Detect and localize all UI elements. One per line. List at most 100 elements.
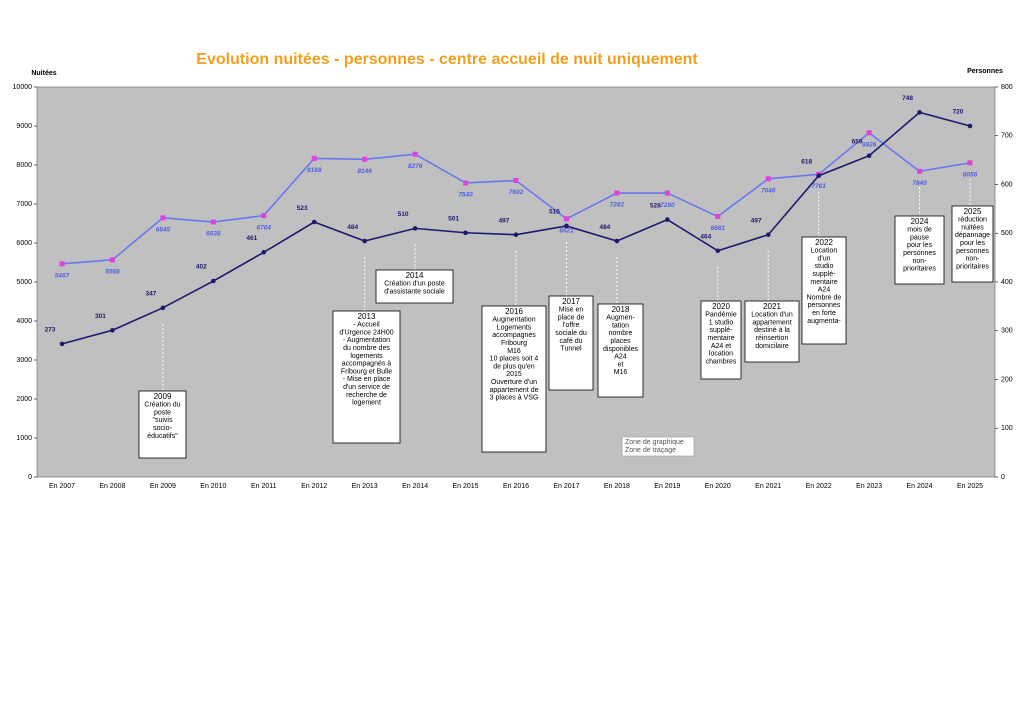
y-tick-label: 0 (28, 474, 32, 481)
annotation-text: Fribourg (501, 340, 527, 347)
annotation-box (548, 295, 594, 391)
y-tick-label: 10000 (13, 84, 33, 91)
x-tick-label: En 2013 (352, 483, 378, 490)
annotation-text: Nombre de (807, 294, 842, 301)
annotation-text: en forte (812, 310, 836, 317)
marker (59, 341, 65, 347)
annotation-text: 2013 (358, 312, 376, 321)
value-label: 7280 (660, 202, 675, 209)
value-label: 8276 (408, 163, 423, 170)
value-label: 484 (599, 224, 610, 231)
annotation-text: tation (612, 322, 629, 329)
annotation-text: 10 places soit 4 (490, 356, 539, 363)
x-tick-label: En 2021 (755, 483, 781, 490)
tooltip-text: Zone de traçage (625, 447, 676, 454)
y-tick-label: 4000 (16, 318, 32, 325)
value-label: 347 (145, 291, 156, 298)
value-label: 6621 (559, 227, 574, 234)
annotation-text: 2020 (712, 302, 730, 311)
annotation-text: 2021 (763, 302, 781, 311)
value-label: 273 (45, 327, 56, 334)
annotation-text: personnes (956, 248, 989, 255)
y-tick-label: 5000 (16, 279, 32, 286)
annotation-text: 2016 (505, 307, 523, 316)
value-label: 5467 (55, 273, 70, 280)
y2-axis-label: Personnes (967, 68, 1003, 75)
marker (664, 190, 670, 196)
annotation-text: 3 places à VSG (490, 395, 539, 402)
y2-tick-label: 300 (1001, 328, 1013, 335)
annotation-text: réinsertion (756, 335, 789, 342)
x-tick-label: En 2018 (604, 483, 630, 490)
annotation-text: - Augmentation (343, 337, 390, 344)
annotation-text: 2018 (612, 305, 630, 314)
annotation-text: accompagnés à (342, 361, 392, 368)
marker (866, 130, 872, 136)
annotation-text: d'assistante sociale (384, 288, 445, 295)
value-label: 7646 (761, 188, 776, 195)
annotation-text: studio (815, 263, 834, 270)
annotation-text: pause (910, 234, 929, 241)
y2-tick-label: 200 (1001, 376, 1013, 383)
marker (362, 156, 368, 162)
marker (513, 178, 519, 184)
annotation-text: sociale du (555, 330, 587, 337)
annotation-text: recherche de (346, 392, 387, 399)
annotation-text: prioritaires (903, 266, 936, 273)
annotation-text: Location d'un (751, 312, 793, 319)
y2-tick-label: 0 (1001, 474, 1005, 481)
annotation-text: éducatifs" (147, 433, 178, 440)
value-label: 720 (953, 109, 964, 116)
annotation-text: appartement de (489, 387, 538, 394)
y-tick-label: 9000 (16, 123, 32, 130)
annotation-text: pour les (907, 242, 932, 249)
annotation-box (894, 215, 945, 285)
annotation-text: 2009 (154, 392, 172, 401)
marker (160, 215, 166, 221)
annotation-text: Pandémie (705, 312, 737, 319)
marker (160, 305, 166, 311)
x-tick-label: En 2009 (150, 483, 176, 490)
annotation-text: personnes (808, 302, 841, 309)
y-axis-label: Nuitées (31, 70, 56, 77)
annotation-text: l'offre (563, 322, 580, 329)
value-label: 8056 (963, 172, 978, 179)
annotation-text: augmenta- (807, 318, 841, 325)
y-tick-label: 8000 (16, 162, 32, 169)
annotation-text: Augmen- (606, 315, 635, 322)
annotation-text: domicilaire (755, 343, 789, 350)
y-tick-label: 1000 (16, 435, 32, 442)
marker (563, 216, 569, 222)
marker (967, 160, 973, 166)
annotation-text: supplé- (710, 327, 734, 334)
x-tick-label: En 2020 (705, 483, 731, 490)
annotation-text: pour les (960, 240, 985, 247)
annotation-text: Location (811, 248, 838, 255)
value-label: 7282 (610, 202, 625, 209)
marker (765, 232, 771, 238)
annotation-text: M16 (614, 369, 628, 376)
value-label: 484 (347, 224, 358, 231)
value-label: 464 (700, 234, 711, 241)
annotation-box (744, 300, 800, 363)
marker (110, 327, 115, 333)
annotation-box (375, 269, 454, 304)
annotation-box (597, 303, 644, 398)
y-tick-label: 6000 (16, 240, 32, 247)
annotation-text: prioritaires (956, 263, 989, 270)
y2-tick-label: 800 (1001, 84, 1013, 91)
x-tick-label: En 2015 (453, 483, 479, 490)
annotation-text: d'un (817, 255, 830, 262)
value-label: 8168 (307, 167, 322, 174)
value-label: 461 (246, 235, 257, 242)
annotation-text: Création d'un poste (384, 281, 445, 288)
value-label: 748 (902, 95, 913, 102)
y2-tick-label: 600 (1001, 181, 1013, 188)
annotation-text: non- (965, 256, 980, 263)
annotation-text: de plus qu'en (493, 363, 535, 370)
marker (765, 176, 771, 182)
annotation-text: Ouverture d'un (491, 379, 537, 386)
annotation-text: Fribourg et Bulle (341, 368, 392, 375)
annotation-text: A24 et (711, 343, 731, 350)
marker (866, 153, 872, 159)
